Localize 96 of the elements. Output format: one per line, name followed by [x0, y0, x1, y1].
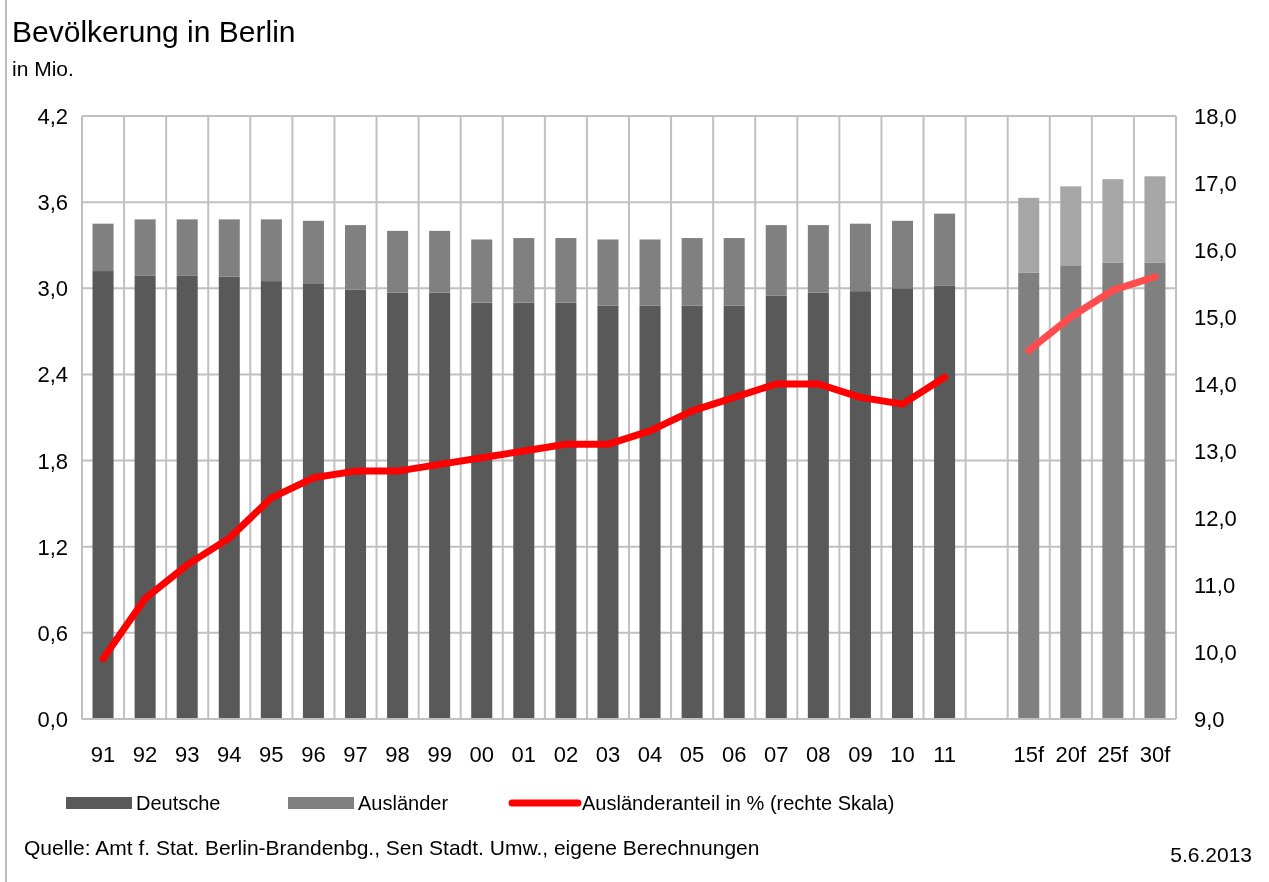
x-tick-label: 10 [890, 742, 915, 767]
x-tick-label: 30f [1139, 742, 1172, 767]
x-tick-label: 97 [343, 742, 368, 767]
bar [471, 302, 493, 719]
y2-tick-label: 17,0 [1194, 171, 1237, 196]
y2-tick-label: 12,0 [1194, 506, 1237, 531]
x-tick-label: 99 [427, 742, 452, 767]
bar [471, 239, 493, 303]
bar [218, 276, 240, 719]
y-tick-label: 1,8 [37, 448, 68, 474]
bar [176, 219, 198, 276]
bar [344, 225, 367, 290]
bar [597, 305, 619, 719]
y2-tick-label: 10,0 [1194, 640, 1237, 665]
x-tick-label: 00 [469, 742, 494, 767]
y2-tick-label: 14,0 [1194, 372, 1237, 397]
bar [765, 225, 787, 296]
bar [302, 220, 324, 284]
x-tick-label: 01 [511, 742, 537, 767]
chart-subtitle: in Mio. [12, 57, 74, 80]
bar [513, 238, 535, 303]
bar [176, 275, 198, 719]
bar [387, 292, 409, 719]
legend-label: Deutsche [136, 792, 221, 814]
y2-tick-label: 11,0 [1194, 573, 1236, 598]
x-tick-label: 07 [764, 742, 789, 767]
bar [1102, 179, 1124, 263]
y2-tick-label: 16,0 [1194, 238, 1237, 263]
bar [891, 220, 914, 289]
source-note: Quelle: Amt f. Stat. Berlin-Brandenbg., Sen Stadt. Umw., eigene Berechnungen [24, 836, 760, 859]
x-tick-label: 08 [806, 742, 831, 767]
y-tick-label: 4,2 [37, 104, 68, 129]
bar [891, 288, 914, 719]
bar [807, 225, 829, 293]
bar [344, 289, 367, 719]
chart-title: Bevölkerung in Berlin [12, 15, 296, 48]
bar [765, 295, 787, 719]
bar [555, 238, 577, 303]
bar [723, 238, 745, 306]
legend-label: Ausländer [358, 792, 449, 814]
bar [513, 302, 535, 719]
x-tick-label: 04 [637, 742, 663, 767]
y2-tick-label: 18,0 [1194, 104, 1237, 129]
bar [934, 213, 956, 286]
bar [429, 292, 451, 719]
bar [218, 219, 240, 277]
x-tick-label: 98 [385, 742, 410, 767]
x-tick-label: 25f [1097, 742, 1130, 767]
bar [429, 230, 451, 293]
x-tick-label: 20f [1055, 742, 1087, 767]
y-tick-label: 2,4 [37, 362, 68, 388]
bar [681, 305, 703, 719]
bar [1018, 197, 1040, 273]
bar [134, 275, 156, 719]
bar [639, 239, 661, 306]
y2-tick-label: 9,0 [1194, 707, 1225, 732]
bar [597, 239, 619, 306]
legend-label: Ausländeranteil in % (rechte Skala) [582, 792, 895, 814]
bar [849, 291, 871, 719]
x-tick-label: 09 [848, 742, 873, 767]
bar [260, 219, 282, 282]
y-tick-label: 1,2 [37, 534, 68, 560]
y-tick-label: 3,6 [37, 190, 68, 216]
x-tick-label: 05 [679, 742, 705, 767]
bar [723, 305, 745, 719]
x-tick-label: 91 [90, 742, 116, 767]
x-tick-label: 02 [553, 742, 579, 767]
x-tick-label: 11 [933, 742, 956, 767]
bar [260, 281, 282, 719]
bar [555, 302, 577, 719]
bar [1144, 176, 1166, 263]
bar [849, 223, 871, 292]
bar [681, 238, 703, 306]
text: 5.6.2013 [1170, 843, 1252, 866]
bar [807, 292, 829, 719]
y-tick-label: 0,0 [37, 707, 68, 732]
y-tick-label: 0,6 [37, 620, 68, 646]
bar [92, 271, 114, 719]
bar [639, 305, 661, 719]
x-tick-label: 03 [595, 742, 621, 767]
bar [134, 219, 156, 276]
x-tick-label: 93 [174, 742, 200, 767]
x-tick-label: 95 [259, 742, 284, 767]
bar [1060, 186, 1082, 266]
y2-tick-label: 13,0 [1194, 439, 1237, 464]
x-tick-label: 15f [1013, 742, 1045, 767]
bar [302, 283, 324, 719]
bar [92, 223, 114, 272]
y2-tick-label: 15,0 [1194, 305, 1237, 330]
x-tick-label: 92 [132, 742, 158, 767]
x-tick-label: 06 [721, 742, 747, 767]
x-tick-label: 94 [217, 742, 242, 767]
bar [387, 230, 409, 293]
y-tick-label: 3,0 [37, 276, 68, 302]
bar [934, 285, 956, 719]
x-tick-label: 96 [301, 742, 326, 767]
